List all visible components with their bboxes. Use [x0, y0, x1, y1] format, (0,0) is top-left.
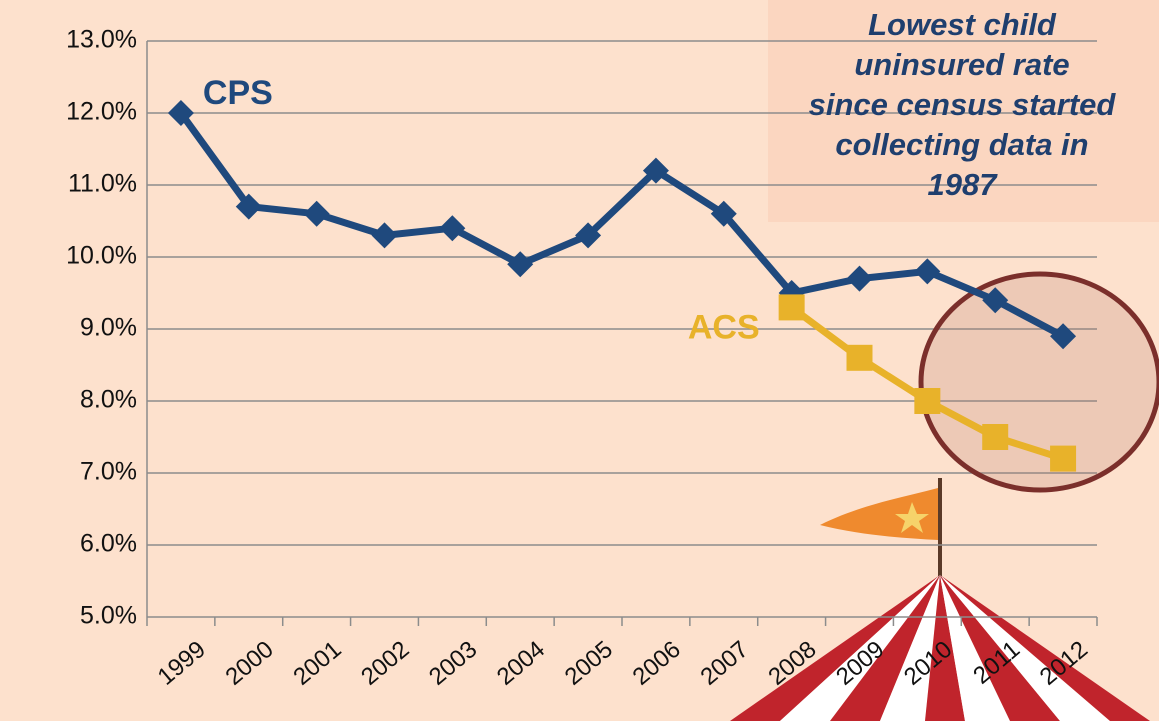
- x-tick-label: 2006: [628, 636, 686, 691]
- marker: [439, 215, 465, 241]
- marker: [847, 345, 873, 371]
- x-tick-label: 1999: [153, 636, 211, 691]
- x-tick-label: 2001: [288, 636, 346, 691]
- y-tick-label: 6.0%: [80, 530, 137, 558]
- y-tick-label: 10.0%: [66, 242, 137, 270]
- x-tick-label: 2000: [220, 636, 278, 691]
- marker: [914, 388, 940, 414]
- y-tick-label: 13.0%: [66, 26, 137, 54]
- highlight-circle: [921, 274, 1159, 490]
- x-tick-label: 2007: [695, 636, 753, 691]
- y-tick-label: 12.0%: [66, 98, 137, 126]
- series-label: ACS: [688, 308, 760, 346]
- y-tick-label: 7.0%: [80, 458, 137, 486]
- annotation-line: collecting data in: [835, 127, 1088, 162]
- marker: [982, 424, 1008, 450]
- marker: [507, 251, 533, 277]
- marker: [779, 294, 805, 320]
- y-tick-label: 5.0%: [80, 602, 137, 630]
- annotation-line: uninsured rate: [854, 47, 1069, 82]
- annotation-line: since census started: [809, 87, 1117, 122]
- marker: [1050, 446, 1076, 472]
- page: {"chart_data": {"type": "line", "annotat…: [0, 0, 1159, 721]
- annotation-line: 1987: [928, 167, 999, 202]
- y-tick-label: 9.0%: [80, 314, 137, 342]
- y-tick-label: 8.0%: [80, 386, 137, 414]
- series-label: CPS: [203, 74, 273, 112]
- tent-decoration: [730, 478, 1150, 721]
- chart: 5.0% 6.0% 7.0% 8.0% 9.0% 10.0% 11.0% 12.0% 13.0%…: [0, 0, 1159, 721]
- marker: [847, 266, 873, 292]
- x-tick-label: 2005: [560, 636, 618, 691]
- marker: [372, 222, 398, 248]
- x-tick-label: 2002: [356, 636, 414, 691]
- y-tick-label: 11.0%: [68, 170, 137, 198]
- marker: [304, 201, 330, 227]
- x-tick-label: 2003: [424, 636, 482, 691]
- marker: [914, 258, 940, 284]
- x-tick-label: 2004: [492, 636, 550, 691]
- annotation-line: Lowest child: [868, 7, 1057, 42]
